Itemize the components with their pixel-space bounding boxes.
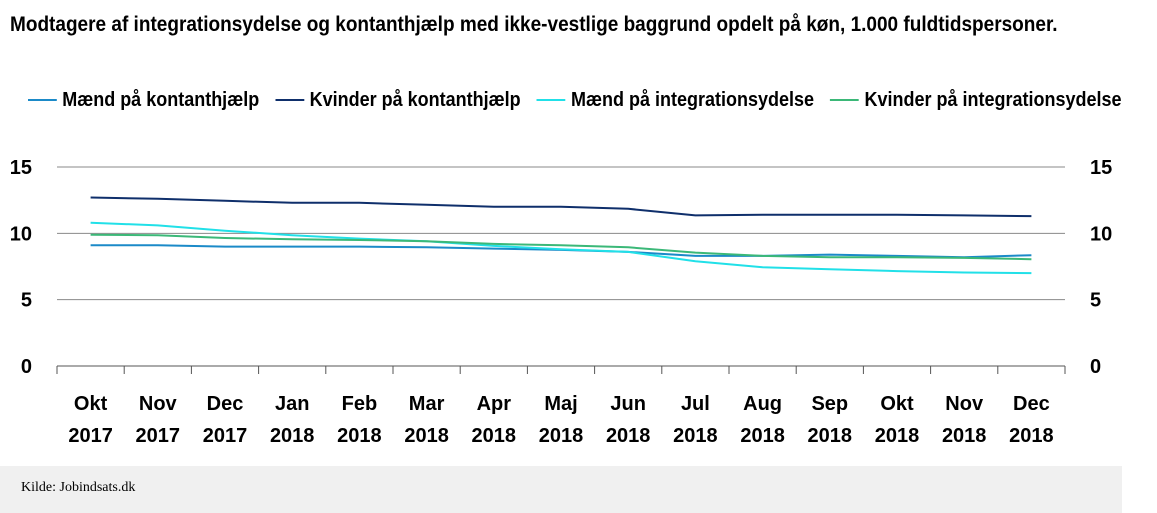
x-tick-label-year: 2018	[942, 425, 987, 447]
legend-label: Mænd på integrationsydelse	[571, 88, 815, 111]
x-tick-label-month: Dec	[207, 393, 244, 415]
x-tick-label-month: Okt	[74, 393, 108, 415]
x-tick-label-month: Nov	[139, 393, 178, 415]
legend: Mænd på kontanthjælp Kvinder på kontanthj…	[28, 88, 1138, 112]
legend-swatch	[536, 99, 566, 101]
legend-swatch	[275, 99, 305, 101]
y-tick-label-left: 15	[10, 157, 32, 179]
y-tick-label-right: 0	[1090, 356, 1101, 378]
legend-swatch	[830, 99, 860, 101]
x-tick-label-year: 2018	[337, 425, 382, 447]
line-chart: 0 0 5 5 10 10 15 15 Okt 2017 Nov 2017 Dec 2017 Jan 2018…	[10, 157, 1113, 447]
legend-label: Mænd på kontanthjælp	[62, 88, 260, 111]
chart-title: Modtagere af integrationsydelse og konta…	[10, 13, 1058, 36]
y-tick-label-left: 5	[21, 290, 32, 312]
x-tick-label-year: 2017	[203, 425, 248, 447]
x-tick-label-year: 2018	[606, 425, 651, 447]
legend-label: Kvinder på integrationsydelse	[864, 88, 1122, 111]
series-line	[90, 233, 1032, 261]
y-tick-label-right: 5	[1090, 290, 1101, 312]
x-tick-label-year: 2018	[673, 425, 718, 447]
x-tick-label-month: Jan	[275, 393, 309, 415]
x-tick-label-month: Apr	[477, 393, 512, 415]
y-tick-label-left: 0	[21, 356, 32, 378]
x-tick-label-month: Jul	[681, 393, 710, 415]
x-tick-label-year: 2017	[136, 425, 181, 447]
x-tick-label-month: Okt	[880, 393, 914, 415]
x-tick-label-year: 2018	[404, 425, 449, 447]
series-line	[90, 196, 1032, 218]
series-line	[90, 244, 1032, 259]
x-tick-label-month: Sep	[811, 393, 848, 415]
x-tick-label-month: Feb	[342, 393, 378, 415]
x-tick-label-year: 2018	[740, 425, 785, 447]
y-tick-label-left: 10	[10, 223, 32, 245]
legend-swatch	[28, 99, 57, 101]
legend-label: Kvinder på kontanthjælp	[309, 88, 521, 111]
y-tick-label-right: 10	[1090, 223, 1112, 245]
legend-item: Kvinder på kontanthjælp	[275, 88, 521, 112]
y-tick-label-right: 15	[1090, 157, 1112, 179]
source-footer: Kilde: Jobindsats.dk	[0, 466, 1122, 513]
x-tick-label-year: 2018	[270, 425, 315, 447]
x-tick-label-year: 2018	[808, 425, 853, 447]
x-tick-label-year: 2017	[68, 425, 113, 447]
x-tick-label-year: 2018	[1009, 425, 1054, 447]
x-tick-label-year: 2018	[539, 425, 584, 447]
source-label: Kilde: Jobindsats.dk	[21, 480, 136, 495]
x-tick-label-month: Dec	[1013, 393, 1050, 415]
x-tick-label-month: Maj	[544, 393, 577, 415]
x-tick-label-year: 2018	[472, 425, 517, 447]
x-tick-label-month: Jun	[610, 393, 646, 415]
x-tick-label-month: Mar	[409, 393, 445, 415]
x-tick-label-year: 2018	[875, 425, 920, 447]
x-tick-label-month: Aug	[743, 393, 782, 415]
legend-item: Mænd på kontanthjælp	[28, 89, 259, 112]
x-tick-label-month: Nov	[945, 393, 984, 415]
legend-item: Mænd på integrationsydelse	[536, 88, 815, 112]
legend-item: Kvinder på integrationsydelse	[830, 88, 1122, 112]
series-line	[90, 221, 1032, 275]
